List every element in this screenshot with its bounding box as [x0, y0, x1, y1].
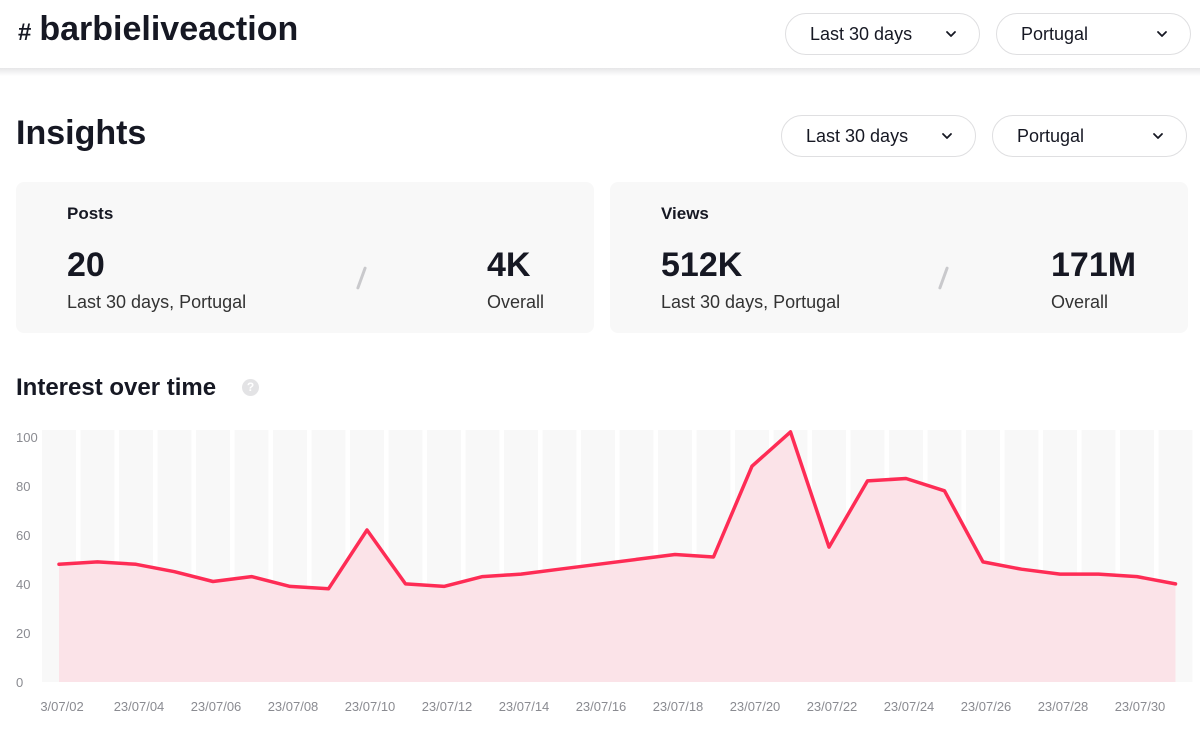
y-tick-label: 40 [16, 577, 30, 592]
x-tick-label: 23/07/22 [807, 699, 858, 714]
data-point[interactable] [1170, 578, 1182, 590]
data-point[interactable] [631, 553, 643, 565]
x-tick-label: 23/07/10 [345, 699, 396, 714]
x-tick-label: 23/07/12 [422, 699, 473, 714]
data-point[interactable] [1093, 568, 1105, 580]
data-point[interactable] [1131, 571, 1143, 583]
chevron-down-icon [942, 133, 952, 139]
data-point[interactable] [669, 549, 681, 561]
divider-slash [355, 266, 368, 290]
posts-card: Posts 20 Last 30 days, Portugal 4K Overa… [16, 182, 594, 333]
data-point[interactable] [708, 551, 720, 563]
data-point[interactable] [361, 524, 373, 536]
insights-region-value: Portugal [1017, 125, 1085, 146]
posts-overall-caption: Overall [487, 292, 545, 312]
x-tick-label: 23/07/04 [114, 699, 165, 714]
posts-recent-value: 20 [67, 246, 105, 284]
data-point[interactable] [400, 578, 412, 590]
y-tick-label: 60 [16, 528, 30, 543]
views-label: Views [661, 204, 709, 223]
views-recent-caption: Last 30 days, Portugal [661, 292, 841, 312]
data-point[interactable] [862, 475, 874, 487]
posts-overall-value: 4K [487, 246, 531, 284]
data-point[interactable] [477, 571, 489, 583]
x-tick-label: 23/07/08 [268, 699, 319, 714]
y-tick-label: 100 [16, 430, 38, 445]
data-point[interactable] [515, 568, 527, 580]
top-header: # barbieliveaction Last 30 days Portugal [0, 0, 1200, 68]
data-point[interactable] [284, 580, 296, 592]
y-tick-label: 0 [16, 675, 23, 690]
interest-line [57, 430, 1178, 591]
views-card: Views 512K Last 30 days, Portugal 171M O… [610, 182, 1188, 333]
data-point[interactable] [169, 566, 181, 578]
header-shadow [0, 68, 1200, 76]
views-overall-caption: Overall [1051, 292, 1109, 312]
chevron-down-icon [1153, 133, 1163, 139]
y-tick-label: 80 [16, 479, 30, 494]
data-point[interactable] [785, 426, 797, 438]
data-point[interactable] [977, 556, 989, 568]
header-period-dropdown[interactable]: Last 30 days [785, 13, 980, 55]
hashtag-name: barbieliveaction [39, 10, 299, 48]
data-point[interactable] [92, 556, 104, 568]
x-tick-label: 23/07/30 [1115, 699, 1166, 714]
views-recent-value: 512K [661, 246, 743, 284]
header-period-value: Last 30 days [810, 23, 913, 44]
x-tick-label: 23/07/06 [191, 699, 242, 714]
header-region-dropdown[interactable]: Portugal [996, 13, 1191, 55]
interest-title: Interest over time [16, 374, 217, 401]
chevron-down-icon [1157, 31, 1167, 37]
interest-chart: 0 20 40 60 80 100 3/07/02 23/07/04 23/07/06 23/0… [16, 426, 1193, 714]
x-tick-label: 23/07/14 [499, 699, 550, 714]
posts-label: Posts [67, 204, 114, 223]
question-circle-icon[interactable]: ? [242, 379, 259, 396]
hash-symbol: # [18, 19, 32, 46]
insights-title: Insights [16, 114, 147, 152]
x-tick-label: 23/07/24 [884, 699, 935, 714]
data-point[interactable] [900, 472, 912, 484]
x-tick-label: 23/07/26 [961, 699, 1012, 714]
divider-slash [937, 266, 950, 290]
x-tick-label: 3/07/02 [40, 699, 83, 714]
x-tick-label: 23/07/28 [1038, 699, 1089, 714]
posts-recent-caption: Last 30 days, Portugal [67, 292, 247, 312]
views-overall-value: 171M [1051, 246, 1137, 284]
hashtag-title: # barbieliveaction [18, 10, 298, 49]
interest-area [59, 431, 1176, 682]
insights-period-value: Last 30 days [806, 125, 909, 146]
data-point[interactable] [323, 583, 335, 595]
data-point[interactable] [246, 571, 258, 583]
x-tick-label: 23/07/20 [730, 699, 781, 714]
insights-region-dropdown[interactable]: Portugal [992, 115, 1187, 157]
data-point[interactable] [746, 460, 758, 472]
x-tick-label: 23/07/18 [653, 699, 704, 714]
y-tick-label: 20 [16, 626, 30, 641]
data-point[interactable] [592, 558, 604, 570]
insights-period-dropdown[interactable]: Last 30 days [781, 115, 976, 157]
x-tick-label: 23/07/16 [576, 699, 627, 714]
data-point[interactable] [53, 558, 65, 570]
data-point[interactable] [130, 558, 142, 570]
data-point[interactable] [554, 563, 566, 575]
chevron-down-icon [946, 31, 956, 37]
data-point[interactable] [939, 485, 951, 497]
data-point[interactable] [1016, 563, 1028, 575]
data-point[interactable] [438, 580, 450, 592]
data-point[interactable] [1054, 568, 1066, 580]
data-point[interactable] [207, 575, 219, 587]
data-point[interactable] [823, 541, 835, 553]
header-region-value: Portugal [1021, 23, 1089, 44]
